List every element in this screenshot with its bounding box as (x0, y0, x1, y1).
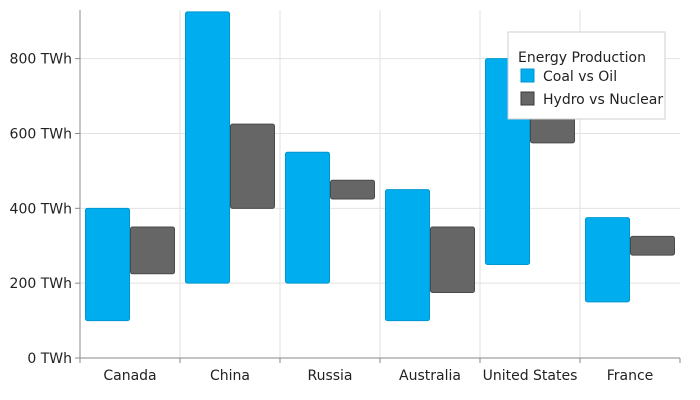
legend-title: Energy Production (518, 50, 646, 66)
bar-hydro-vs-nuclear-russia[interactable] (330, 179, 375, 200)
bar-coal-vs-oil-russia[interactable] (285, 151, 330, 284)
x-tick-label-united-states: United States (483, 368, 578, 384)
bar-hydro-vs-nuclear-canada[interactable] (130, 226, 175, 275)
bar-coal-vs-oil-france[interactable] (585, 217, 630, 303)
y-tick-label: 600 TWh (10, 126, 72, 142)
y-tick-label: 400 TWh (10, 201, 72, 217)
bar-coal-vs-oil-canada[interactable] (85, 207, 130, 322)
bar-coal-vs-oil-china[interactable] (185, 11, 230, 284)
legend[interactable]: Energy Production Coal vs Oil Hydro vs N… (507, 31, 666, 120)
legend-swatch-coal-vs-oil (520, 68, 535, 83)
x-tick-label-china: China (210, 368, 250, 384)
bar-hydro-vs-nuclear-france[interactable] (630, 235, 675, 256)
x-tick-label-france: France (607, 368, 654, 384)
bar-hydro-vs-nuclear-china[interactable] (230, 123, 275, 209)
axes: 0 TWh 200 TWh 400 TWh 600 TWh 800 TWh Canada C… (10, 10, 681, 384)
y-tick-label: 200 TWh (10, 276, 72, 292)
x-tick-label-australia: Australia (399, 368, 461, 384)
legend-label-hydro-vs-nuclear[interactable]: Hydro vs Nuclear (543, 92, 663, 108)
bar-hydro-vs-nuclear-australia[interactable] (430, 226, 475, 294)
gridlines (80, 10, 680, 358)
y-tick-label: 800 TWh (10, 52, 72, 68)
y-tick-label: 0 TWh (27, 351, 72, 367)
legend-swatch-hydro-vs-nuclear (520, 91, 535, 106)
legend-label-coal-vs-oil[interactable]: Coal vs Oil (543, 69, 617, 85)
x-tick-label-canada: Canada (103, 368, 156, 384)
x-tick-label-russia: Russia (307, 368, 352, 384)
bar-coal-vs-oil-australia[interactable] (385, 189, 430, 322)
